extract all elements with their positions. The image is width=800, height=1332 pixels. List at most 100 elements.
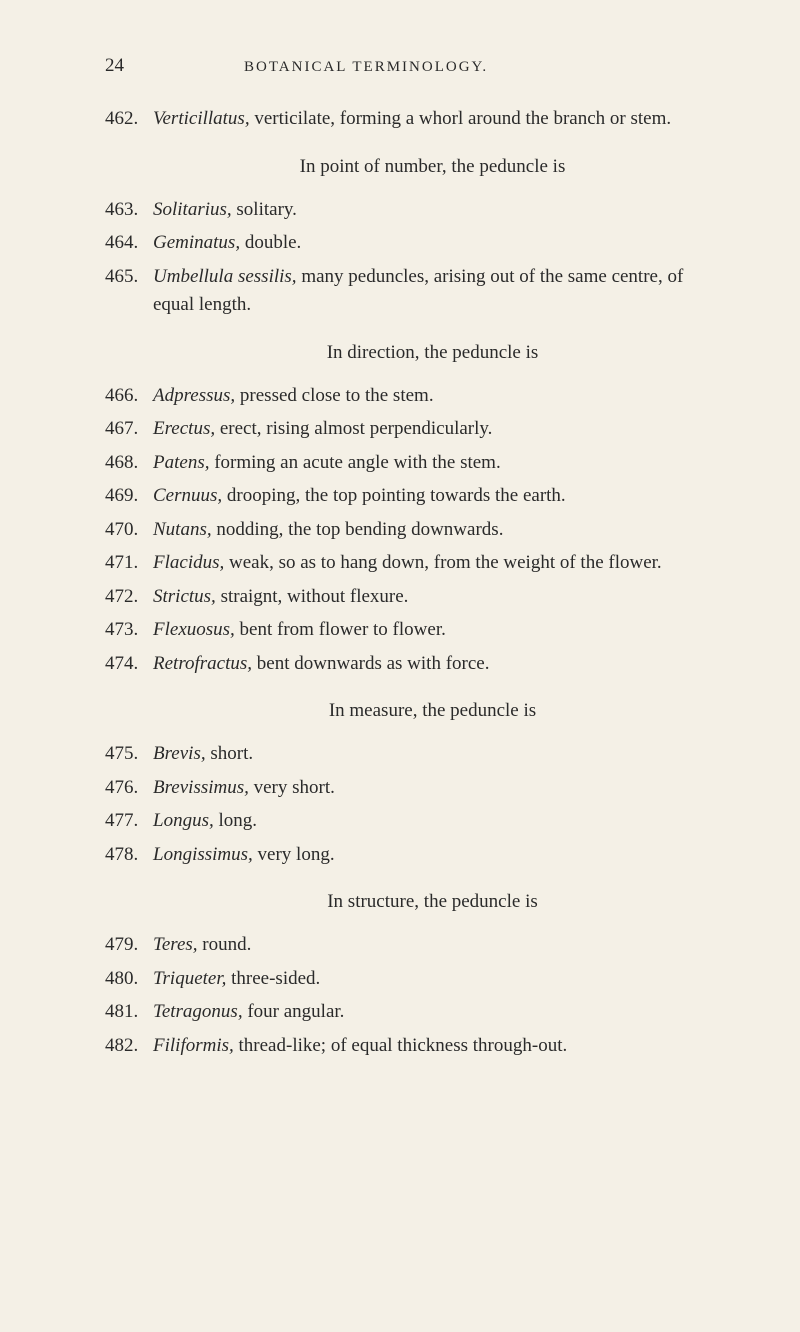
entry-def: erect, rising almost perpendicularly. (215, 418, 492, 439)
entry-term: Brevis, (153, 743, 206, 764)
entry-number: 469. (105, 482, 153, 511)
entry-def: double. (240, 232, 301, 253)
entry-text: Flacidus, weak, so as to hang down, from… (153, 549, 710, 578)
entry-term: Flacidus, (153, 552, 224, 573)
entry-text: Tetragonus, four angular. (153, 998, 710, 1027)
entry-number: 465. (105, 263, 153, 292)
entry: 476.Brevissimus, very short. (105, 774, 710, 803)
entry-number: 478. (105, 841, 153, 870)
entry-def: straignt, without flexure. (216, 586, 409, 607)
entry-term: Tetragonus, (153, 1001, 243, 1022)
entry-text: Umbellula sessilis, many peduncles, aris… (153, 263, 710, 320)
entry-term: Solitarius, (153, 199, 232, 220)
entry-def: bent downwards as with force. (252, 653, 489, 674)
entry-text: Longus, long. (153, 807, 710, 836)
entry-text: Verticillatus, verticilate, forming a wh… (153, 105, 710, 134)
entry-text: Longissimus, very long. (153, 841, 710, 870)
entry-term: Teres, (153, 934, 198, 955)
entry: 473.Flexuosus, bent from flower to flowe… (105, 616, 710, 645)
entry-term: Nutans, (153, 519, 212, 540)
entry: 467.Erectus, erect, rising almost perpen… (105, 415, 710, 444)
entry-def: four angular. (243, 1001, 345, 1022)
entry: 477.Longus, long. (105, 807, 710, 836)
entry-text: Brevissimus, very short. (153, 774, 710, 803)
entry-462: 462. Verticillatus, verticilate, forming… (105, 105, 710, 134)
section-heading-direction: In direction, the peduncle is (105, 342, 710, 364)
entry: 469.Cernuus, drooping, the top pointing … (105, 482, 710, 511)
entry-number: 471. (105, 549, 153, 578)
entry-def: very short. (249, 777, 335, 798)
page-title: BOTANICAL TERMINOLOGY. (244, 59, 488, 76)
entry: 478.Longissimus, very long. (105, 841, 710, 870)
entry-def: round. (198, 934, 252, 955)
entry-text: Triqueter, three-sided. (153, 965, 710, 994)
section-heading-number: In point of number, the peduncle is (105, 156, 710, 178)
entry: 464.Geminatus, double. (105, 229, 710, 258)
entry: 471.Flacidus, weak, so as to hang down, … (105, 549, 710, 578)
entry-number: 470. (105, 516, 153, 545)
entry: 463.Solitarius, solitary. (105, 196, 710, 225)
entry-number: 462. (105, 105, 153, 134)
entry-def: weak, so as to hang down, from the weigh… (224, 552, 661, 573)
entry-def: bent from flower to flower. (235, 619, 446, 640)
entry-text: Brevis, short. (153, 740, 710, 769)
page-header: 24 BOTANICAL TERMINOLOGY. (105, 55, 710, 77)
entry: 474.Retrofractus, bent downwards as with… (105, 650, 710, 679)
entry-number: 476. (105, 774, 153, 803)
entry-text: Solitarius, solitary. (153, 196, 710, 225)
entry-def: pressed close to the stem. (235, 385, 433, 406)
entry-term: Umbellula sessilis, (153, 266, 297, 287)
entry-def: thread-like; of equal thickness through-… (234, 1035, 567, 1056)
entry-number: 472. (105, 583, 153, 612)
entry-number: 480. (105, 965, 153, 994)
entry-number: 467. (105, 415, 153, 444)
entry-number: 482. (105, 1032, 153, 1061)
entry: 480.Triqueter, three-sided. (105, 965, 710, 994)
entry: 479.Teres, round. (105, 931, 710, 960)
page-number: 24 (105, 55, 124, 77)
entry-text: Teres, round. (153, 931, 710, 960)
section-heading-measure: In measure, the peduncle is (105, 700, 710, 722)
entry-text: Nutans, nodding, the top bending downwar… (153, 516, 710, 545)
entry-def: very long. (253, 844, 335, 865)
entry: 472.Strictus, straignt, without flexure. (105, 583, 710, 612)
entry: 481.Tetragonus, four angular. (105, 998, 710, 1027)
entry-number: 477. (105, 807, 153, 836)
entry-text: Retrofractus, bent downwards as with for… (153, 650, 710, 679)
entry-def: short. (206, 743, 254, 764)
entry: 465.Umbellula sessilis, many peduncles, … (105, 263, 710, 320)
entry-text: Flexuosus, bent from flower to flower. (153, 616, 710, 645)
entry-number: 466. (105, 382, 153, 411)
entry-term: Erectus, (153, 418, 215, 439)
entry-number: 474. (105, 650, 153, 679)
entry-term: Brevissimus, (153, 777, 249, 798)
section-heading-structure: In structure, the peduncle is (105, 891, 710, 913)
entry-term: Flexuosus, (153, 619, 235, 640)
entry-def: drooping, the top pointing towards the e… (222, 485, 566, 506)
entry-term: Filiformis, (153, 1035, 234, 1056)
entry: 466.Adpressus, pressed close to the stem… (105, 382, 710, 411)
entry-number: 468. (105, 449, 153, 478)
entry-def: solitary. (232, 199, 297, 220)
entry-def: three-sided. (226, 968, 320, 989)
entry-text: Adpressus, pressed close to the stem. (153, 382, 710, 411)
entry-text: Geminatus, double. (153, 229, 710, 258)
entry-term: Patens, (153, 452, 209, 473)
entry: 470.Nutans, nodding, the top bending dow… (105, 516, 710, 545)
entry-text: Patens, forming an acute angle with the … (153, 449, 710, 478)
entry-text: Cernuus, drooping, the top pointing towa… (153, 482, 710, 511)
entry-def: nodding, the top bending downwards. (212, 519, 504, 540)
entry-number: 473. (105, 616, 153, 645)
entry-term: Cernuus, (153, 485, 222, 506)
entry-term: Longissimus, (153, 844, 253, 865)
entry-def: forming an acute angle with the stem. (209, 452, 500, 473)
entry-text: Erectus, erect, rising almost perpendicu… (153, 415, 710, 444)
entry-text: Strictus, straignt, without flexure. (153, 583, 710, 612)
entry-def: verticilate, forming a whorl around the … (250, 108, 672, 129)
entry-number: 475. (105, 740, 153, 769)
entry-text: Filiformis, thread-like; of equal thickn… (153, 1032, 710, 1061)
entry: 475.Brevis, short. (105, 740, 710, 769)
entry-number: 464. (105, 229, 153, 258)
entry-number: 479. (105, 931, 153, 960)
entry-term: Strictus, (153, 586, 216, 607)
